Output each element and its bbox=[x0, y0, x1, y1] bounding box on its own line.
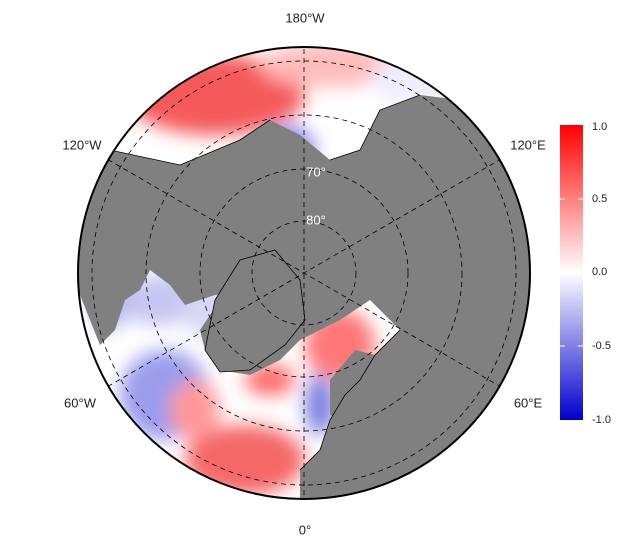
lon-label-180w: 180°W bbox=[285, 10, 325, 26]
colorbar-tick-label: 0.5 bbox=[592, 193, 608, 205]
lat-label-70: 70° bbox=[306, 164, 326, 180]
lat-label-80: 80° bbox=[306, 212, 326, 228]
colorbar-tick-label: -1.0 bbox=[592, 414, 611, 426]
lon-label-120w: 120°W bbox=[62, 137, 102, 153]
lon-label-0: 0° bbox=[298, 522, 312, 538]
graticule bbox=[91, 47, 517, 499]
colorbar-tick-label: 0.0 bbox=[592, 266, 608, 278]
colorbar bbox=[560, 125, 583, 420]
coastlines bbox=[109, 94, 421, 471]
colorbar-tick-label: 1.0 bbox=[592, 121, 608, 133]
lon-label-120e: 120°E bbox=[510, 137, 546, 153]
lon-label-60w: 60°W bbox=[64, 395, 96, 411]
land-masses bbox=[78, 95, 530, 499]
lon-label-60e: 60°E bbox=[513, 395, 543, 411]
map-boundary bbox=[77, 46, 531, 500]
colorbar-ticks bbox=[560, 198, 583, 347]
colorbar-tick-label: -0.5 bbox=[592, 340, 611, 352]
